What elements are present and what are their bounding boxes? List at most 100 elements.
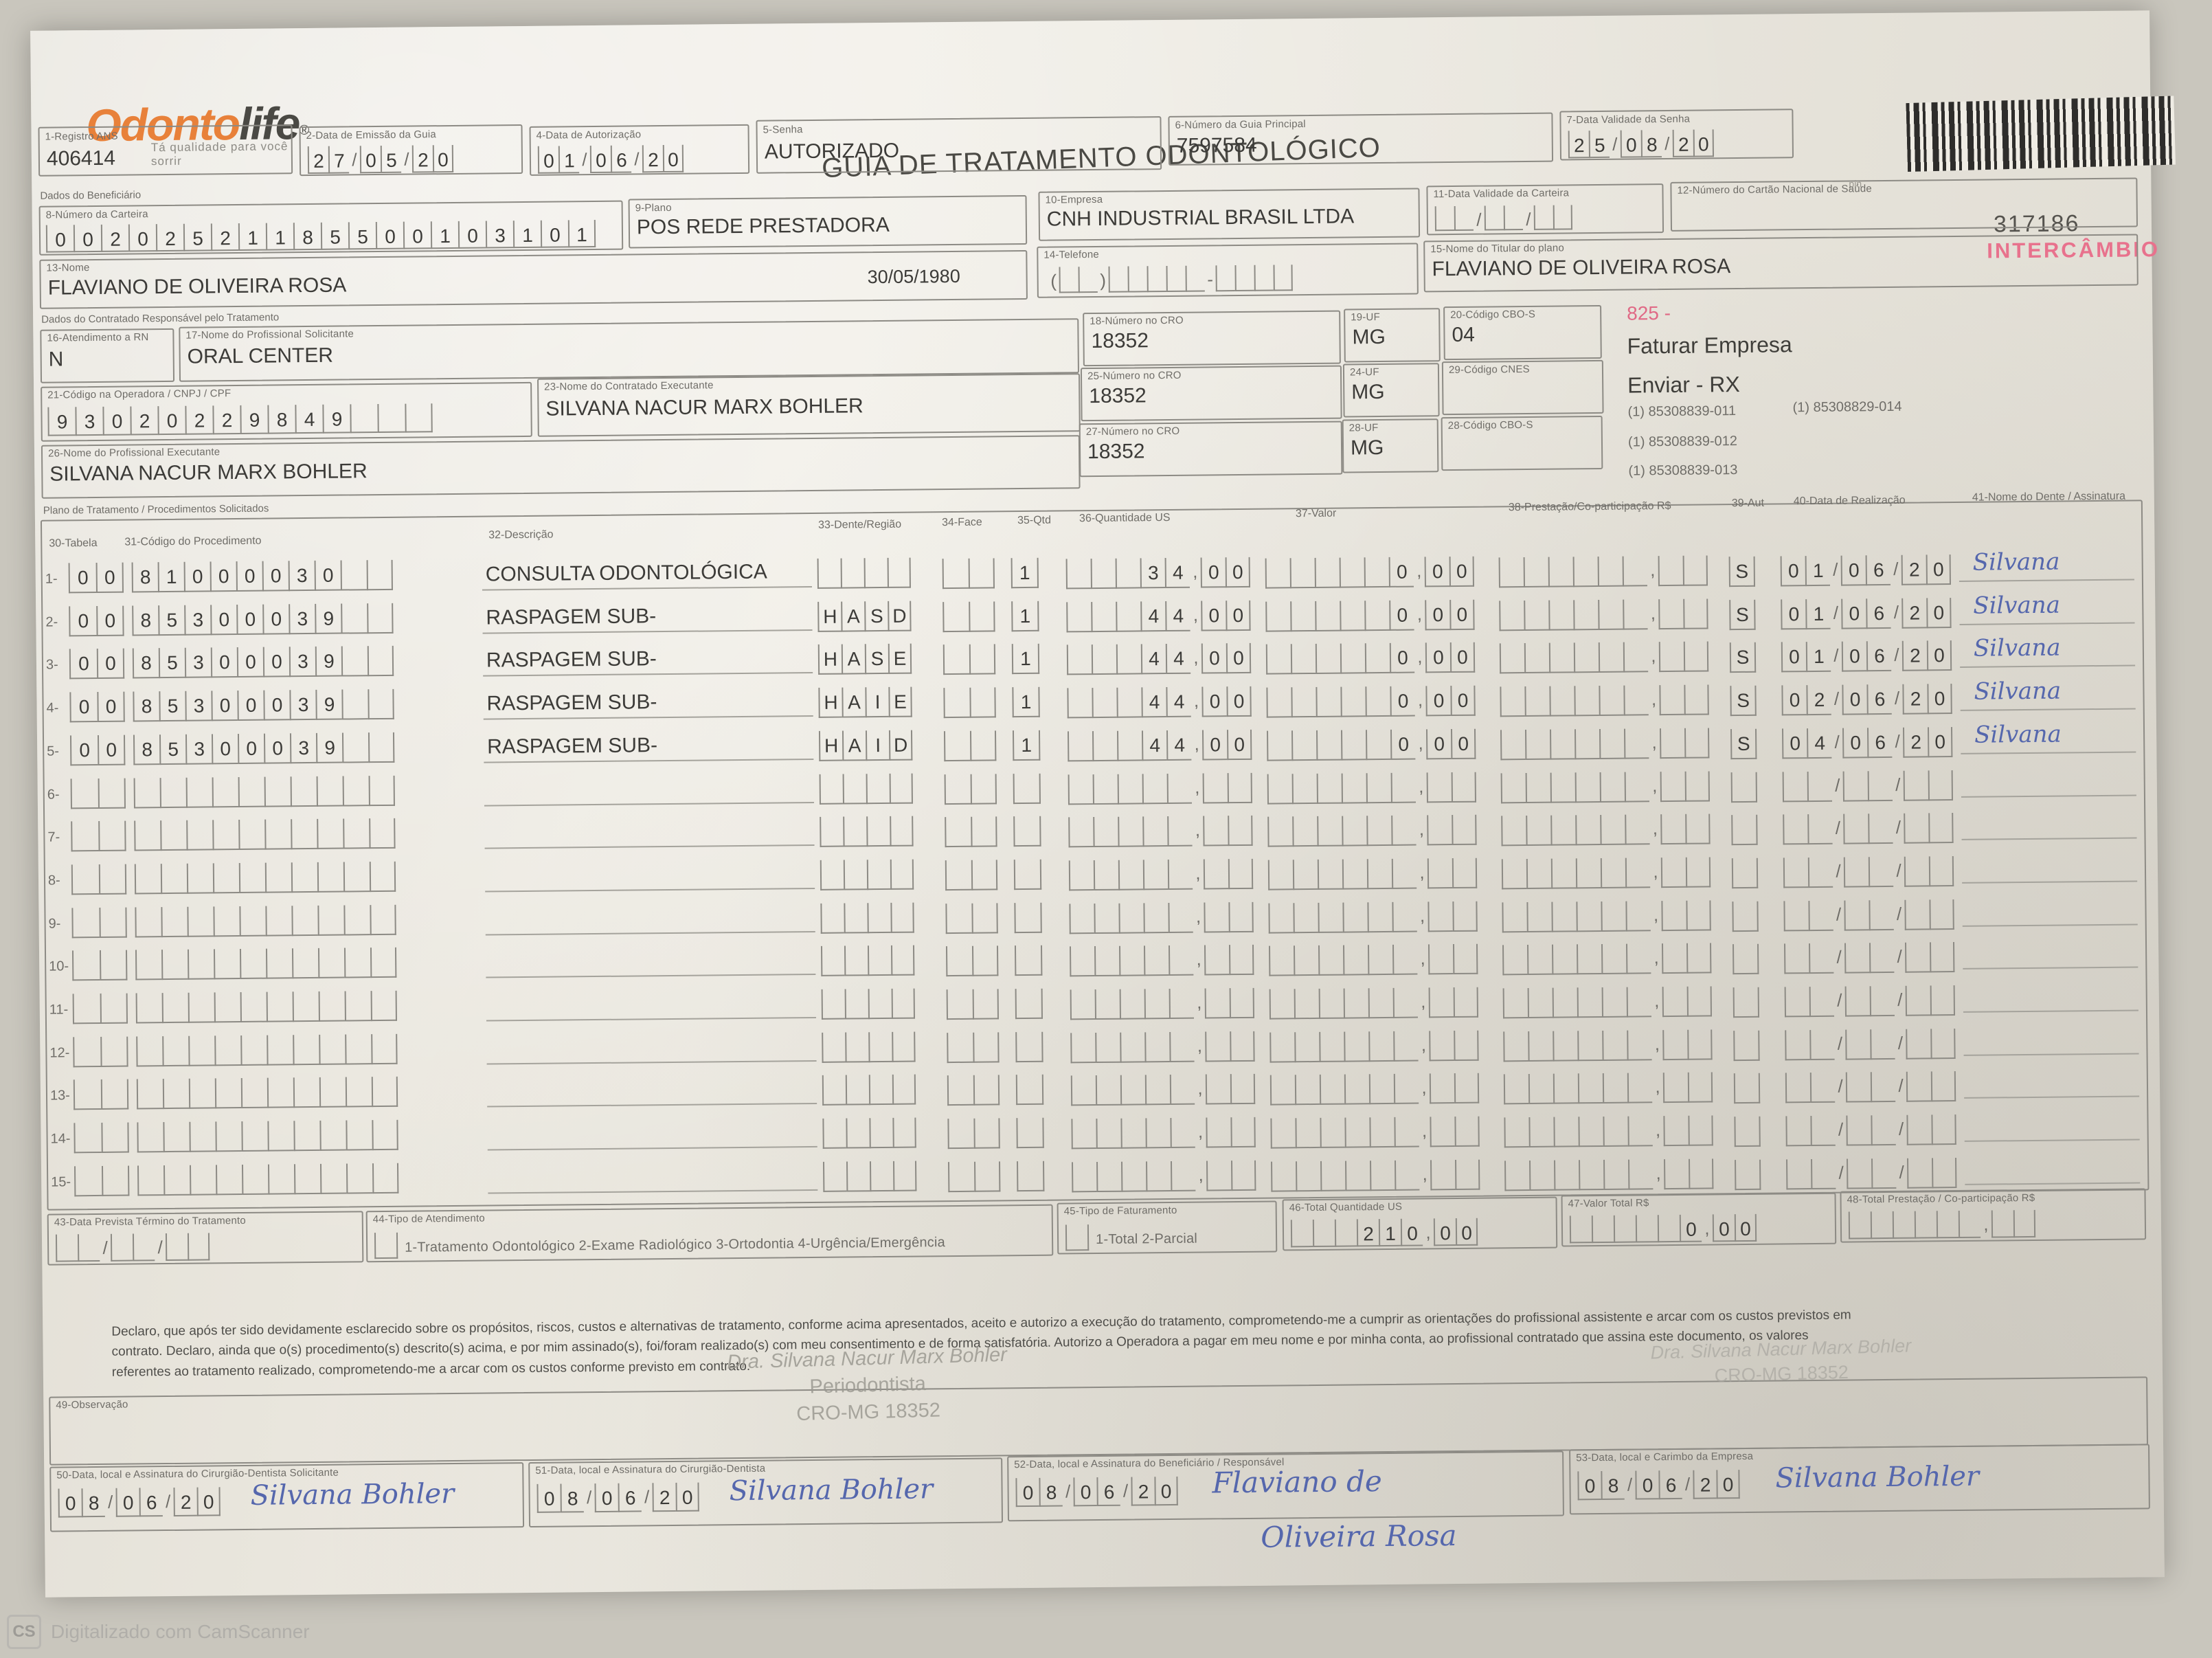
row-tabela-8[interactable]: [71, 864, 127, 895]
row-codigo-14[interactable]: [137, 1119, 398, 1153]
row-aut-2[interactable]: S: [1729, 599, 1756, 630]
row-aut-10[interactable]: [1733, 944, 1759, 975]
row-face-4[interactable]: [943, 687, 996, 719]
row-tabela-10[interactable]: [71, 950, 128, 981]
row-tabela-6[interactable]: [70, 778, 126, 809]
row-valor-14[interactable]: ,: [1270, 1116, 1480, 1149]
value-data-autorizacao[interactable]: 0 1/0 6/2 0: [537, 144, 684, 174]
row-aut-12[interactable]: [1733, 1030, 1760, 1061]
row-qtd-1[interactable]: 1: [1011, 557, 1039, 589]
row-face-9[interactable]: [945, 902, 998, 934]
value-data-solicitante[interactable]: 0 8/0 6/2 0: [58, 1487, 221, 1518]
row-data-8[interactable]: / /: [1783, 855, 1954, 888]
row-qtd-6[interactable]: [1013, 773, 1041, 804]
row-data-13[interactable]: / /: [1785, 1071, 1956, 1104]
row-us-11[interactable]: ,: [1070, 987, 1255, 1020]
row-regiao-6[interactable]: [819, 773, 913, 805]
row-us-14[interactable]: ,: [1071, 1117, 1256, 1150]
row-regiao-11[interactable]: [821, 988, 915, 1020]
value-data-dentista[interactable]: 0 8/0 6/2 0: [537, 1482, 699, 1513]
row-data-5[interactable]: 0 4/0 6/2 0: [1781, 726, 1953, 759]
row-qtd-10[interactable]: [1014, 945, 1043, 976]
row-us-10[interactable]: ,: [1069, 945, 1254, 977]
value-data-emissao[interactable]: 2 7/0 5/2 0: [307, 144, 454, 174]
row-regiao-9[interactable]: [820, 902, 914, 934]
row-qtd-4[interactable]: 1: [1012, 686, 1040, 718]
row-data-1[interactable]: 0 1/0 6/2 0: [1780, 554, 1951, 587]
row-tabela-12[interactable]: [73, 1036, 128, 1068]
row-face-15[interactable]: [947, 1161, 1001, 1192]
checkbox-tipo-atendimento[interactable]: [374, 1232, 398, 1259]
row-codigo-9[interactable]: [135, 904, 396, 938]
row-data-7[interactable]: / /: [1783, 813, 1954, 845]
row-participacao-1[interactable]: ,: [1498, 555, 1708, 588]
row-aut-7[interactable]: [1731, 814, 1758, 846]
row-valor-12[interactable]: ,: [1269, 1030, 1479, 1063]
row-codigo-10[interactable]: [135, 948, 397, 981]
value-data-beneficiario[interactable]: 0 8/0 6/2 0: [1015, 1476, 1178, 1508]
value-validade-carteira[interactable]: / /: [1434, 205, 1573, 232]
row-participacao-11[interactable]: ,: [1502, 986, 1713, 1019]
row-us-7[interactable]: ,: [1068, 816, 1253, 848]
row-qtd-2[interactable]: 1: [1011, 601, 1039, 631]
row-tabela-13[interactable]: [73, 1079, 129, 1110]
row-regiao-7[interactable]: [820, 816, 914, 848]
row-participacao-9[interactable]: ,: [1502, 900, 1711, 932]
row-data-15[interactable]: / /: [1786, 1157, 1957, 1190]
row-aut-6[interactable]: [1730, 772, 1758, 803]
value-data-termino[interactable]: / /: [55, 1233, 210, 1262]
row-qtd-9[interactable]: [1014, 902, 1042, 933]
row-aut-1[interactable]: S: [1728, 556, 1756, 587]
row-face-7[interactable]: [945, 816, 997, 848]
row-data-9[interactable]: / /: [1783, 899, 1954, 932]
row-face-11[interactable]: [946, 989, 1000, 1020]
row-regiao-10[interactable]: [820, 945, 915, 977]
row-data-11[interactable]: / /: [1784, 985, 1956, 1018]
row-qtd-15[interactable]: [1016, 1161, 1045, 1191]
row-qtd-13[interactable]: [1015, 1075, 1044, 1106]
row-participacao-2[interactable]: ,: [1499, 598, 1708, 631]
row-face-13[interactable]: [947, 1075, 1000, 1106]
row-codigo-6[interactable]: [133, 775, 395, 808]
row-qtd-12[interactable]: [1015, 1031, 1043, 1062]
row-face-3[interactable]: [943, 644, 996, 675]
row-tabela-15[interactable]: [74, 1165, 130, 1197]
row-valor-15[interactable]: ,: [1271, 1159, 1480, 1192]
row-tabela-11[interactable]: [72, 993, 128, 1024]
row-aut-11[interactable]: [1733, 987, 1760, 1018]
row-qtd-14[interactable]: [1016, 1117, 1044, 1149]
row-aut-9[interactable]: [1732, 901, 1759, 932]
row-participacao-13[interactable]: ,: [1503, 1072, 1713, 1105]
row-data-3[interactable]: 0 1/0 6/2 0: [1781, 640, 1952, 673]
row-valor-11[interactable]: ,: [1269, 987, 1479, 1020]
row-tabela-9[interactable]: [71, 907, 127, 938]
row-valor-10[interactable]: ,: [1268, 943, 1478, 976]
row-qtd-3[interactable]: 1: [1011, 644, 1040, 675]
row-data-14[interactable]: / /: [1785, 1114, 1956, 1147]
row-aut-13[interactable]: [1733, 1073, 1761, 1104]
row-participacao-10[interactable]: ,: [1502, 943, 1712, 976]
row-participacao-8[interactable]: ,: [1501, 857, 1711, 890]
row-face-2[interactable]: [943, 601, 995, 632]
row-aut-4[interactable]: S: [1730, 685, 1757, 717]
row-valor-6[interactable]: ,: [1267, 772, 1476, 805]
row-codigo-11[interactable]: [135, 990, 397, 1024]
row-valor-13[interactable]: ,: [1269, 1073, 1480, 1106]
